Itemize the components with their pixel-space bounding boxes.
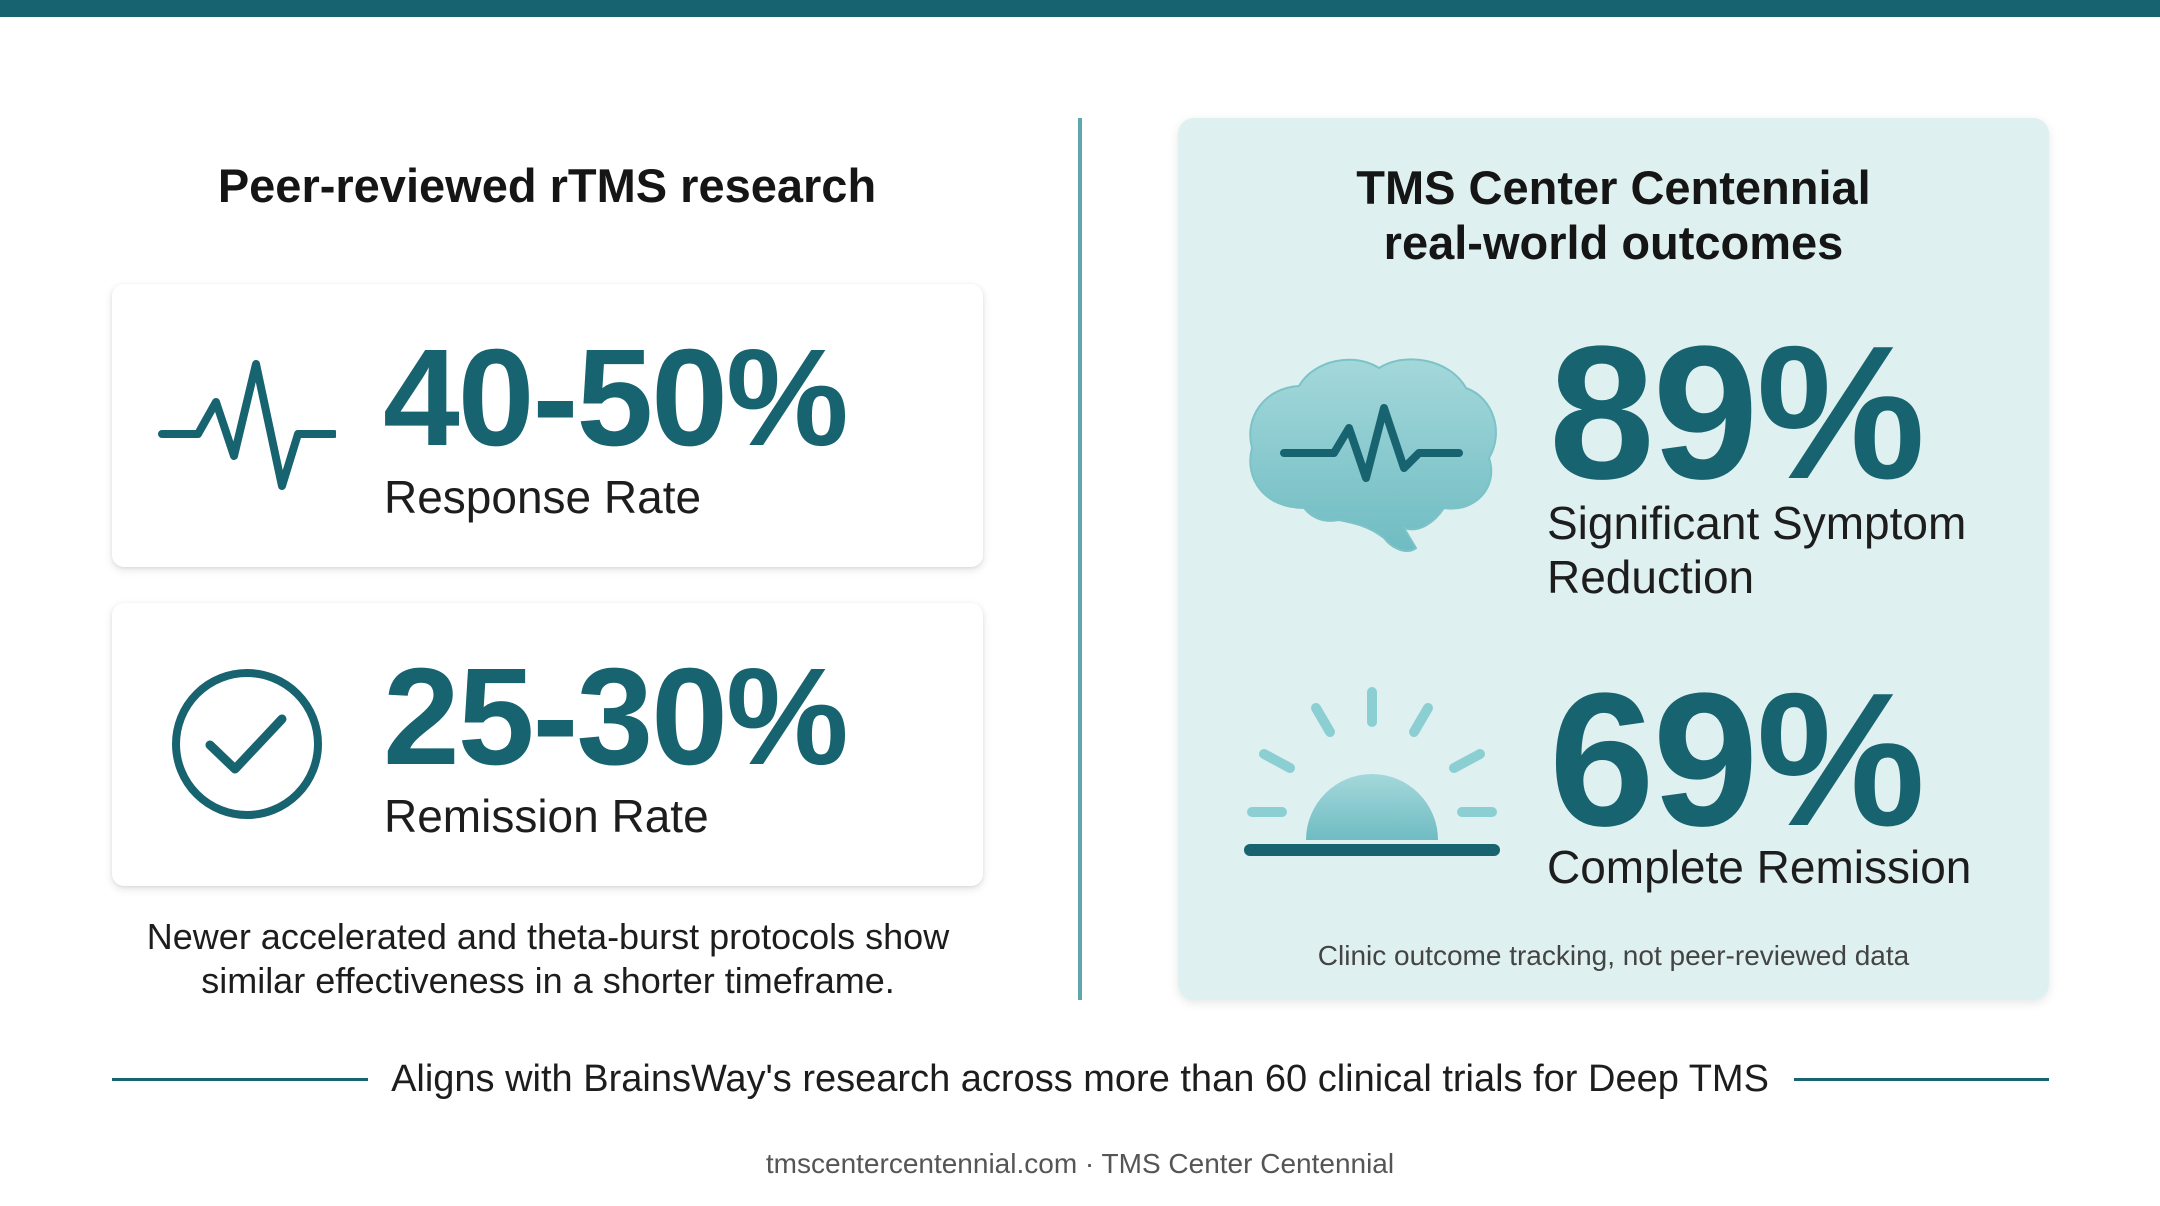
response-rate-value: 40-50% xyxy=(383,321,849,475)
symptom-reduction-label: Significant Symptom Reduction xyxy=(1547,496,2017,604)
clinic-data-disclaimer: Clinic outcome tracking, not peer-review… xyxy=(1317,940,1910,971)
column-divider xyxy=(1078,118,1082,1000)
complete-remission-value: 69% xyxy=(1549,654,1925,866)
symptom-reduction-value: 89% xyxy=(1549,307,1925,519)
clinic-outcomes-heading-text: TMS Center Centennial real-world outcome… xyxy=(1356,161,1871,269)
brainsway-statement: Aligns with BrainsWay's research across … xyxy=(391,1058,1769,1100)
remission-rate-label: Remission Rate xyxy=(384,790,709,842)
remission-rate-value: 25-30% xyxy=(383,640,849,794)
top-accent-bar xyxy=(0,0,2160,17)
heartbeat-icon xyxy=(158,360,336,490)
clinic-outcomes-panel: TMS Center Centennial real-world outcome… xyxy=(1178,118,2049,1000)
symptom-reduction-label-text: Significant Symptom Reduction xyxy=(1547,497,1967,603)
footer-attribution: tmscentercentennial.com · TMS Center Cen… xyxy=(765,1148,1395,1179)
checkmark-circle-icon xyxy=(172,669,322,819)
response-rate-card: 40-50% Response Rate xyxy=(112,284,983,567)
right-rule xyxy=(1794,1078,2049,1081)
left-rule xyxy=(112,1078,368,1081)
clinic-outcomes-heading: TMS Center Centennial real-world outcome… xyxy=(1178,160,2049,270)
remission-rate-card: 25-30% Remission Rate xyxy=(112,603,983,886)
protocols-note: Newer accelerated and theta-burst protoc… xyxy=(146,916,950,1001)
research-heading: Peer-reviewed rTMS research xyxy=(217,159,877,212)
response-rate-label: Response Rate xyxy=(384,471,702,523)
brain-pulse-icon xyxy=(1249,358,1497,552)
complete-remission-label: Complete Remission xyxy=(1547,841,1972,893)
sunrise-icon xyxy=(1244,687,1500,856)
